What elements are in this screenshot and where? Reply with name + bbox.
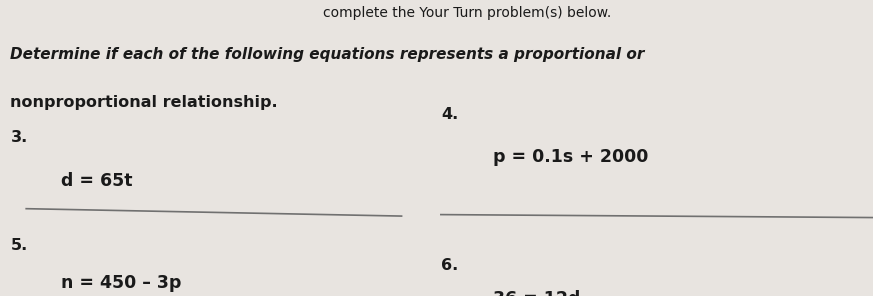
Text: d = 65t: d = 65t — [61, 172, 133, 190]
Text: p = 0.1s + 2000: p = 0.1s + 2000 — [493, 148, 649, 166]
Text: nonproportional relationship.: nonproportional relationship. — [10, 95, 278, 110]
Text: 36 = 12d: 36 = 12d — [493, 290, 581, 296]
Text: 6.: 6. — [441, 258, 458, 273]
Text: Determine if each of the following equations represents a proportional or: Determine if each of the following equat… — [10, 47, 645, 62]
Text: n = 450 – 3p: n = 450 – 3p — [61, 274, 182, 292]
Text: complete the Your Turn problem(s) below.: complete the Your Turn problem(s) below. — [323, 6, 611, 20]
Text: 3.: 3. — [10, 130, 28, 145]
Text: 5.: 5. — [10, 238, 28, 253]
Text: 4.: 4. — [441, 107, 458, 122]
